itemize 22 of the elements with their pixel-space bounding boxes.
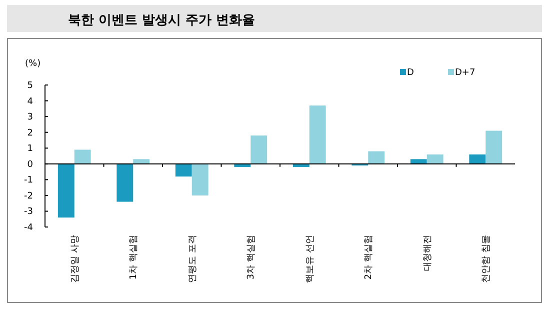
y-tick-label: 2 <box>27 128 33 138</box>
x-tick-label: 김정일 사망 <box>70 235 80 283</box>
x-tick-label: 핵보유 선언 <box>305 235 316 283</box>
x-tick-label: 천안함 침몰 <box>482 235 492 283</box>
y-tick-label: -2 <box>24 191 33 202</box>
y-tick-label: -3 <box>24 207 33 218</box>
x-tick-label: 대청해전 <box>422 235 433 271</box>
x-tick-label: 1차 핵실험 <box>129 235 140 280</box>
y-tick-label: 1 <box>27 144 33 154</box>
x-tick-label: 2차 핵실험 <box>364 235 374 280</box>
y-tick-label: 3 <box>27 112 33 123</box>
chart-title: 북한 이벤트 발생시 주가 변화율 <box>68 13 256 28</box>
y-tick-label: -4 <box>24 223 34 233</box>
y-tick-label: 0 <box>27 160 34 170</box>
y-axis-title: (%) <box>25 59 41 69</box>
legend-label: D <box>407 68 414 78</box>
y-tick-label: 5 <box>27 81 33 91</box>
y-tick-label: -1 <box>24 176 33 186</box>
x-tick-label: 연평도 포격 <box>188 235 198 283</box>
x-tick-label: 3차 핵실험 <box>246 235 257 280</box>
legend-label: D+7 <box>455 68 476 78</box>
y-tick-label: 4 <box>27 96 34 107</box>
